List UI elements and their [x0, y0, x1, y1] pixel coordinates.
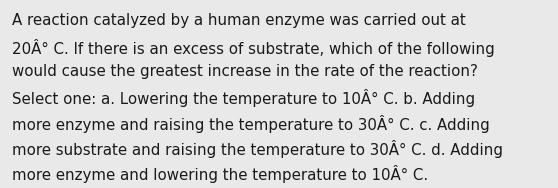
Text: more substrate and raising the temperature to 30Â° C. d. Adding: more substrate and raising the temperatu…	[12, 140, 503, 158]
Text: more enzyme and lowering the temperature to 10Â° C.: more enzyme and lowering the temperature…	[12, 165, 429, 183]
Text: A reaction catalyzed by a human enzyme was carried out at: A reaction catalyzed by a human enzyme w…	[12, 13, 466, 28]
Text: 20Â° C. If there is an excess of substrate, which of the following: 20Â° C. If there is an excess of substra…	[12, 39, 495, 57]
Text: would cause the greatest increase in the rate of the reaction?: would cause the greatest increase in the…	[12, 64, 478, 79]
Text: Select one: a. Lowering the temperature to 10Â° C. b. Adding: Select one: a. Lowering the temperature …	[12, 89, 475, 107]
Text: more enzyme and raising the temperature to 30Â° C. c. Adding: more enzyme and raising the temperature …	[12, 115, 490, 133]
